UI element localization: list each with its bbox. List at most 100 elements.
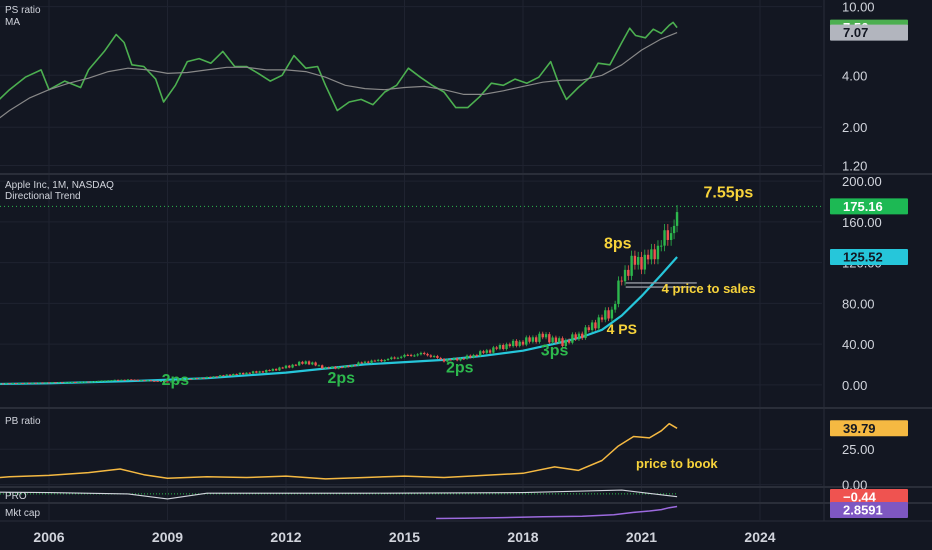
- candle-body: [495, 347, 498, 349]
- candle-body: [301, 361, 304, 364]
- candle-body: [558, 338, 561, 343]
- candle-body: [597, 317, 600, 329]
- candle-body: [11, 383, 14, 385]
- candle-body: [587, 327, 591, 331]
- mktcap-line: [436, 505, 678, 520]
- candle-body: [261, 371, 265, 373]
- ps-panel-title: PS ratio: [5, 5, 41, 16]
- price-candles: [0, 205, 679, 385]
- candle-body: [508, 344, 512, 347]
- candle-body: [584, 327, 587, 339]
- candle-body: [41, 382, 44, 384]
- candle-body: [380, 359, 383, 362]
- candle-body: [87, 381, 90, 383]
- price-last-value-badge: [830, 198, 908, 215]
- candle-body: [515, 340, 518, 346]
- candle-body: [594, 322, 597, 329]
- ps-panel-ma-label: MA: [5, 17, 20, 28]
- candle-body: [116, 379, 120, 381]
- candle-body: [650, 249, 653, 260]
- candle-body: [90, 381, 93, 383]
- candle-body: [64, 382, 67, 384]
- candle-body: [446, 359, 449, 362]
- candle-body: [617, 280, 620, 305]
- candle-body: [271, 368, 275, 371]
- candle-body: [396, 357, 400, 359]
- candle-body: [166, 381, 169, 383]
- candle-body: [630, 255, 633, 276]
- candle-body: [383, 359, 386, 362]
- candle-body: [423, 352, 426, 354]
- price-tick-label: 160.00: [842, 215, 882, 230]
- ps-ma-line: [0, 32, 678, 119]
- price-axis: 10.004.002.001.20200.00160.00120.0080.00…: [33, 0, 908, 545]
- candle-body: [646, 254, 650, 260]
- candle-body: [321, 365, 324, 369]
- pb-last-value-badge: [830, 420, 908, 437]
- mktcap-last-value-text: 2.8591: [843, 503, 883, 518]
- candle-body: [548, 334, 551, 343]
- price-panel-title: Apple Inc, 1M, NASDAQ: [5, 180, 114, 191]
- candle-body: [669, 233, 673, 240]
- candle-body: [136, 379, 140, 381]
- annotations: 2ps 2ps 2ps 3ps 4 PS 4 price to sales 8ps 7.55p…: [162, 184, 756, 388]
- candle-body: [297, 361, 301, 366]
- candle-body: [123, 379, 126, 381]
- candle-body: [627, 269, 630, 276]
- candle-body: [340, 367, 344, 369]
- mktcap-last-value-badge: [830, 502, 908, 518]
- candle-body: [195, 378, 199, 380]
- candle-body: [419, 352, 423, 355]
- candle-body: [18, 382, 21, 384]
- price-tick-label: 80.00: [842, 296, 875, 311]
- candle-body: [672, 225, 676, 234]
- price-last-value-text: 175.16: [843, 199, 883, 214]
- candle-body: [439, 357, 442, 360]
- candle-body: [202, 377, 205, 379]
- candle-body: [334, 366, 337, 369]
- candle-body: [120, 379, 123, 381]
- candle-body: [600, 317, 604, 320]
- candle-body: [406, 354, 409, 356]
- candle-body: [212, 376, 215, 378]
- candle-body: [103, 380, 107, 382]
- candle-body: [653, 249, 656, 260]
- candle-body: [571, 334, 574, 343]
- candle-body: [189, 379, 192, 381]
- candle-body: [502, 344, 505, 350]
- candle-body: [281, 367, 284, 369]
- pro-line: [0, 489, 678, 500]
- candle-body: [186, 379, 189, 381]
- candle-body: [51, 382, 54, 384]
- candle-body: [139, 380, 143, 382]
- candle-body: [357, 362, 360, 366]
- candle-body: [222, 375, 225, 377]
- candle-body: [37, 382, 41, 384]
- candle-body: [564, 340, 567, 347]
- candle-body: [449, 359, 452, 361]
- candle-body: [288, 365, 291, 368]
- ps-last-value-badge: [830, 24, 908, 41]
- candle-body: [294, 364, 298, 366]
- candle-body: [660, 245, 663, 247]
- ps-tick-label: 10.00: [842, 0, 875, 15]
- candle-body: [8, 383, 11, 385]
- candle-body: [353, 365, 357, 367]
- price-panel-indicator-label: Directional Trend: [5, 191, 81, 202]
- candle-body: [498, 344, 502, 349]
- candle-body: [429, 355, 433, 357]
- candle-body: [84, 381, 87, 383]
- price-tick-label: 0.00: [842, 378, 867, 393]
- x-tick-label-2009: 2009: [152, 529, 183, 545]
- grid-lines: [0, 0, 932, 522]
- annotation-1: 2ps: [328, 370, 356, 387]
- candle-body: [554, 337, 558, 343]
- price-last-value-text: 125.52: [843, 249, 883, 264]
- candle-body: [465, 355, 469, 359]
- candle-body: [482, 351, 485, 353]
- candle-body: [268, 369, 271, 371]
- candle-body: [561, 338, 564, 347]
- candle-body: [31, 382, 34, 384]
